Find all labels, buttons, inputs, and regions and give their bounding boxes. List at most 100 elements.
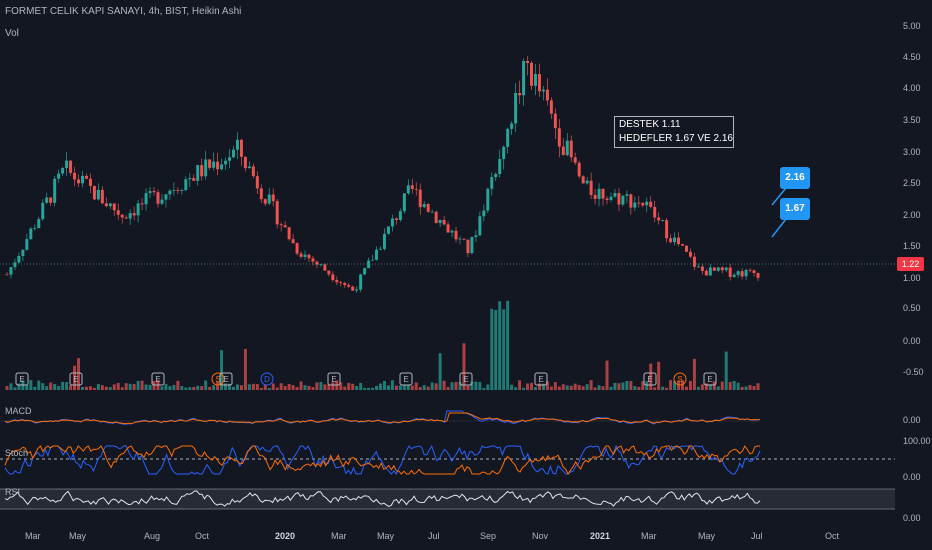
volume-bar bbox=[100, 385, 104, 390]
stoch-d-line bbox=[4, 445, 760, 476]
volume-bar bbox=[339, 382, 343, 390]
candle bbox=[57, 173, 61, 179]
volume-bar bbox=[724, 351, 728, 390]
candle bbox=[144, 193, 148, 205]
volume-bar bbox=[255, 384, 259, 390]
candle bbox=[692, 256, 696, 267]
volume-bar bbox=[287, 384, 291, 390]
candle bbox=[224, 160, 228, 165]
candle bbox=[677, 237, 681, 245]
candle bbox=[458, 238, 462, 240]
volume-bar bbox=[454, 381, 458, 390]
candle bbox=[482, 210, 486, 217]
event-marker[interactable]: S bbox=[211, 372, 225, 386]
candle bbox=[756, 273, 760, 278]
candle bbox=[541, 89, 545, 92]
candle bbox=[323, 264, 327, 271]
event-marker[interactable]: E bbox=[399, 372, 413, 386]
volume-bar bbox=[410, 385, 414, 390]
volume-bar bbox=[649, 363, 653, 390]
candle bbox=[510, 123, 514, 129]
annotation-box[interactable]: DESTEK 1.11 HEDEFLER 1.67 VE 2.16 bbox=[614, 116, 734, 148]
callout-target-lower[interactable]: 1.67 bbox=[780, 198, 810, 220]
volume-bar bbox=[57, 385, 61, 390]
candle bbox=[235, 139, 239, 150]
time-tick: Jul bbox=[751, 531, 763, 541]
volume-bar bbox=[172, 384, 176, 390]
candle bbox=[84, 175, 88, 179]
candle bbox=[343, 283, 347, 286]
volume-bar bbox=[537, 383, 541, 390]
candle bbox=[17, 255, 21, 263]
event-marker[interactable]: E bbox=[534, 372, 548, 386]
event-marker[interactable]: E bbox=[459, 372, 473, 386]
annotation-line-targets: HEDEFLER 1.67 VE 2.16 bbox=[619, 133, 733, 144]
volume-bar bbox=[148, 384, 152, 390]
candle bbox=[728, 267, 732, 277]
event-marker[interactable]: E bbox=[219, 372, 233, 386]
volume-bar bbox=[661, 386, 665, 390]
event-marker[interactable]: E bbox=[643, 372, 657, 386]
candle bbox=[422, 204, 426, 208]
event-marker[interactable]: S bbox=[673, 372, 687, 386]
candle bbox=[669, 238, 673, 243]
stoch-k-line bbox=[4, 444, 761, 476]
candle bbox=[653, 206, 657, 218]
candle bbox=[633, 202, 637, 208]
price-tick: 1.50 bbox=[903, 241, 921, 251]
stoch-label: Stoch bbox=[5, 448, 29, 458]
candle bbox=[609, 196, 613, 200]
volume-bar bbox=[601, 386, 605, 390]
volume-bar bbox=[283, 386, 287, 390]
candle bbox=[77, 179, 80, 184]
candle bbox=[569, 140, 573, 158]
candle bbox=[724, 267, 728, 271]
candle bbox=[641, 202, 645, 206]
volume-bar bbox=[61, 381, 65, 390]
candle bbox=[363, 268, 367, 275]
event-marker[interactable]: E bbox=[69, 372, 83, 386]
volume-bar bbox=[573, 383, 577, 390]
volume-bar bbox=[108, 387, 112, 390]
volume-bar bbox=[466, 385, 470, 390]
candle bbox=[549, 100, 553, 114]
event-marker[interactable]: E bbox=[151, 372, 165, 386]
callout-target-upper[interactable]: 2.16 bbox=[780, 167, 810, 189]
candle bbox=[446, 224, 450, 233]
volume-bar bbox=[740, 386, 744, 390]
volume-bar bbox=[375, 385, 379, 390]
volume-bar bbox=[402, 385, 406, 390]
stoch-pane bbox=[0, 444, 895, 476]
volume-bar bbox=[490, 308, 494, 390]
annotation-line-support: DESTEK 1.11 bbox=[619, 119, 681, 130]
volume-bar bbox=[104, 386, 108, 390]
price-series bbox=[5, 56, 760, 293]
volume-bar bbox=[96, 384, 100, 390]
volume-bar bbox=[696, 386, 700, 390]
volume-tick: -0.50 bbox=[903, 367, 924, 377]
event-marker[interactable]: E bbox=[15, 372, 29, 386]
volume-bar bbox=[414, 382, 418, 390]
candle bbox=[426, 204, 430, 212]
volume-bar bbox=[251, 383, 255, 390]
volume-bar bbox=[212, 385, 216, 390]
candle bbox=[136, 203, 140, 216]
event-marker[interactable]: D bbox=[260, 372, 274, 386]
candle bbox=[180, 190, 184, 192]
rsi-label: RSI bbox=[5, 487, 21, 497]
volume-bar bbox=[386, 385, 390, 390]
volume-bar bbox=[295, 387, 299, 390]
candle bbox=[593, 194, 597, 199]
price-tick: 3.00 bbox=[903, 147, 921, 157]
macd-tick: 0.00 bbox=[903, 415, 921, 425]
volume-bar bbox=[577, 385, 581, 390]
candle bbox=[573, 157, 577, 163]
candle bbox=[581, 176, 585, 184]
volume-bar bbox=[88, 386, 92, 390]
candle bbox=[25, 239, 29, 250]
candle bbox=[506, 128, 510, 147]
candle bbox=[625, 194, 629, 196]
volume-bar bbox=[545, 381, 549, 390]
event-marker[interactable]: E bbox=[703, 372, 717, 386]
event-marker[interactable]: E bbox=[327, 372, 341, 386]
